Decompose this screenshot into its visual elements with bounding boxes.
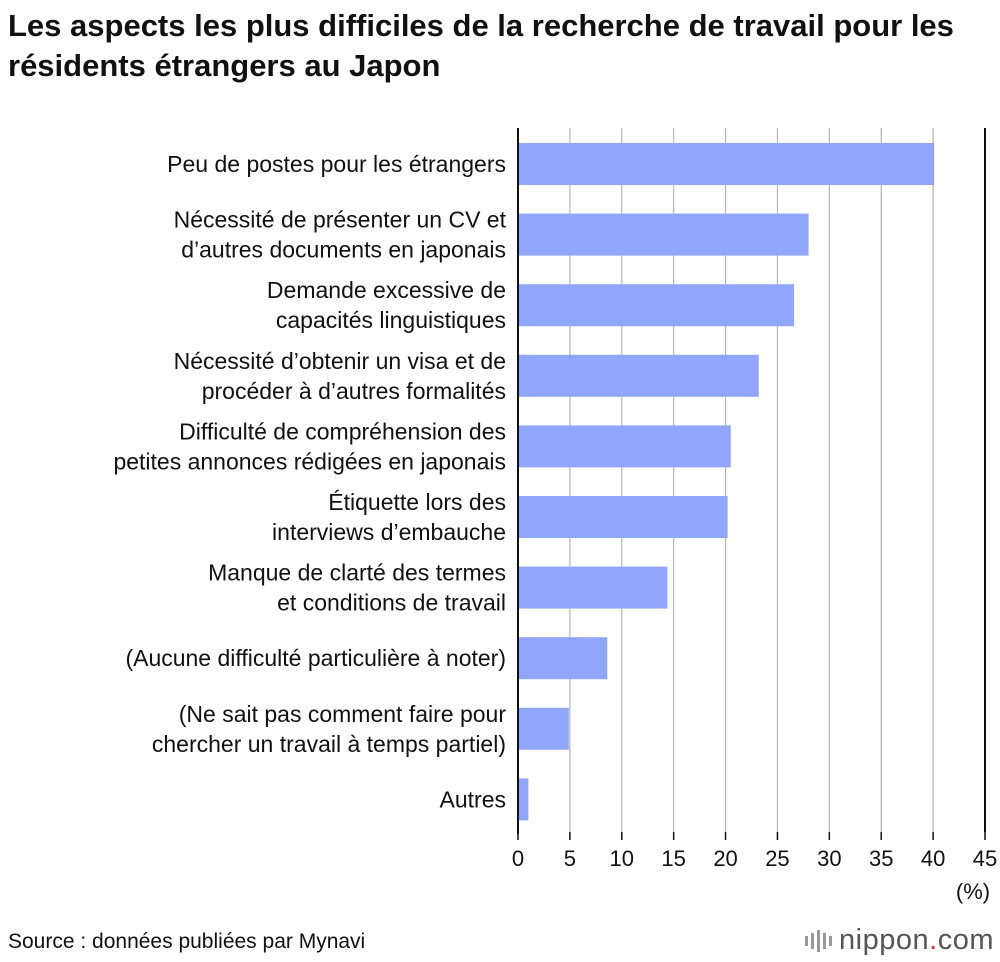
bar xyxy=(518,637,608,680)
x-tick-labels: 0 5 10 15 20 25 30 35 40 45 xyxy=(512,846,997,871)
source-note: Source : données publiées par Mynavi xyxy=(8,930,366,953)
category-label: chercher un travail à temps partiel) xyxy=(152,731,506,757)
x-tick-label: 35 xyxy=(869,846,893,871)
chart-title: Les aspects les plus difficiles de la re… xyxy=(8,8,954,83)
bar xyxy=(518,707,569,750)
x-tick-label: 5 xyxy=(564,846,576,871)
category-label: petites annonces rédigées en japonais xyxy=(113,448,506,474)
bar xyxy=(518,778,529,821)
category-labels: Peu de postes pour les étrangers Nécessit… xyxy=(113,151,506,812)
bar xyxy=(518,143,935,185)
category-label: (Aucune difficulté particulière à noter) xyxy=(125,645,506,671)
x-tick-label: 30 xyxy=(817,846,841,871)
bar xyxy=(518,284,795,327)
x-tick-label: 20 xyxy=(713,846,737,871)
logo-tld: com xyxy=(937,924,994,956)
category-label: procéder à d’autres formalités xyxy=(202,378,506,404)
x-tick-label: 15 xyxy=(661,846,685,871)
category-label: capacités linguistiques xyxy=(276,307,506,333)
bar xyxy=(518,354,759,397)
category-label: Manque de clarté des termes xyxy=(208,560,506,586)
bar xyxy=(518,213,809,256)
axes xyxy=(517,128,986,840)
bar xyxy=(518,496,728,538)
category-label: (Ne sait pas comment faire pour xyxy=(179,701,507,727)
nippon-logo: nippon. com xyxy=(805,924,994,957)
category-label: Difficulté de compréhension des xyxy=(179,418,506,444)
logo-name: nippon xyxy=(839,924,930,956)
category-label: d’autres documents en japonais xyxy=(181,237,506,263)
x-tick-label: 10 xyxy=(610,846,634,871)
category-label: Peu de postes pour les étrangers xyxy=(167,151,506,177)
x-axis-unit-label: (%) xyxy=(956,879,990,904)
category-label: Autres xyxy=(440,786,506,812)
category-label: Nécessité d’obtenir un visa et de xyxy=(174,348,506,374)
category-label: Étiquette lors des xyxy=(328,489,506,515)
bar xyxy=(518,425,731,468)
logo-bars-icon xyxy=(805,929,833,952)
category-label: Nécessité de présenter un CV et xyxy=(174,207,507,233)
logo-dot: . xyxy=(929,924,938,956)
x-tick-label: 45 xyxy=(973,846,997,871)
category-label: interviews d’embauche xyxy=(272,519,506,545)
bars xyxy=(518,143,935,821)
x-tick-label: 25 xyxy=(765,846,789,871)
x-tick-label: 40 xyxy=(921,846,945,871)
category-label: Demande excessive de xyxy=(267,277,506,303)
category-label: et conditions de travail xyxy=(277,590,506,616)
bar xyxy=(518,566,668,609)
x-tick-label: 0 xyxy=(512,846,524,871)
